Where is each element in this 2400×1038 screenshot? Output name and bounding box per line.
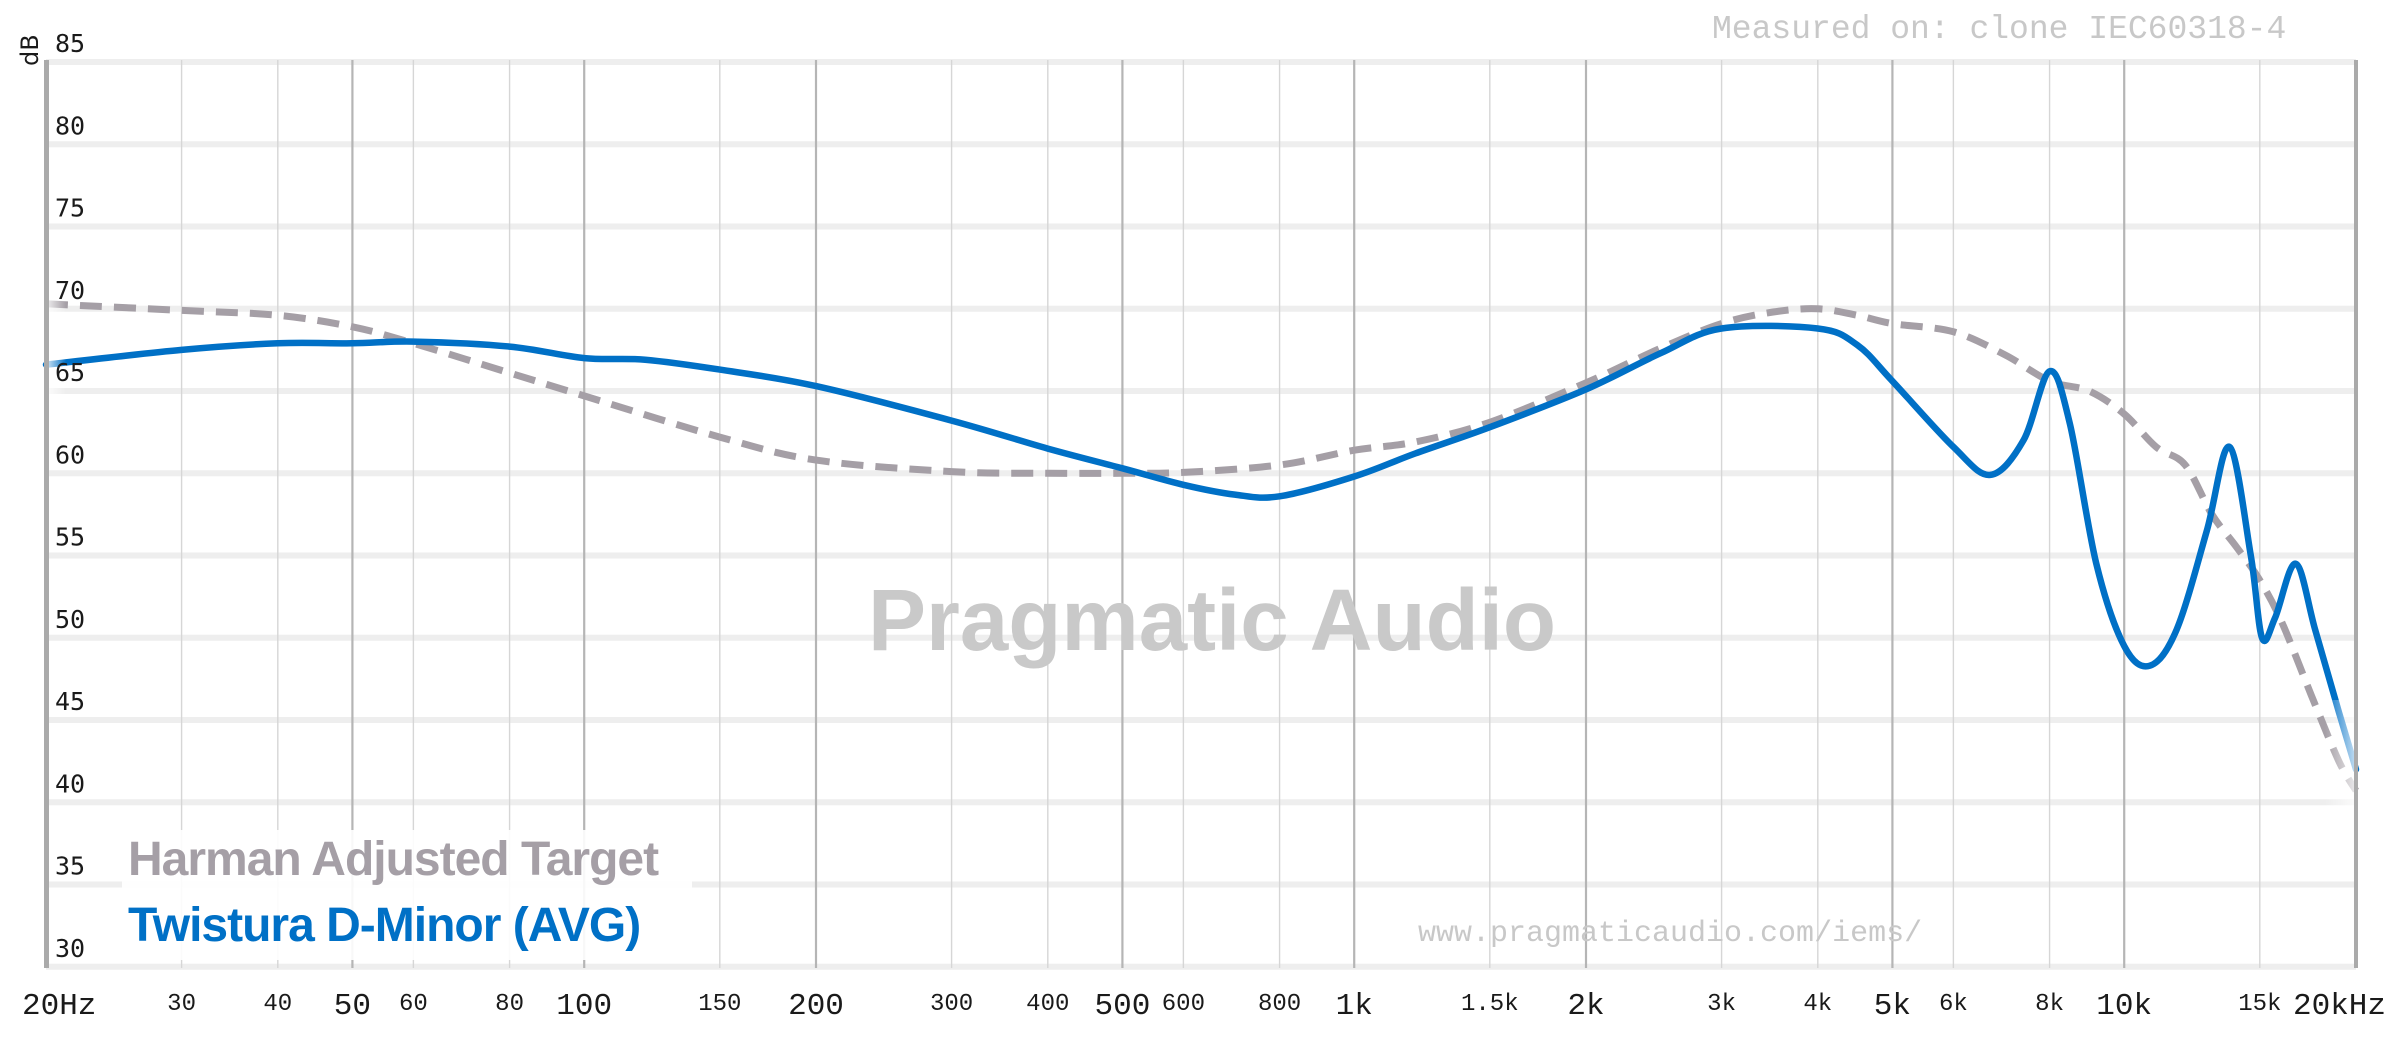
target-curve [45, 300, 2360, 793]
x-tick-label: 60 [399, 991, 428, 1018]
x-tick-label: 3k [1707, 991, 1736, 1018]
x-axis-ticks: 20Hz 30 40 50 60 80 100 150 200 300 400 500 600 800 1k… [22, 989, 2386, 1024]
y-tick-label: 65 [55, 358, 85, 387]
watermark-brand: Pragmatic Audio [868, 572, 1556, 669]
y-axis-unit-label: dB [16, 34, 44, 66]
x-tick-label: 10k [2096, 989, 2152, 1024]
gridline-h [46, 141, 2356, 148]
y-tick-label: 75 [55, 194, 85, 223]
x-tick-label: 80 [495, 991, 524, 1018]
y-axis-line [44, 60, 49, 968]
y-tick-label: 60 [55, 440, 85, 469]
x-tick-label: 50 [334, 989, 371, 1024]
x-tick-label: 150 [698, 991, 741, 1018]
x-tick-label: 40 [263, 991, 292, 1018]
legend-measurement-label: Twistura D-Minor (AVG) [128, 899, 640, 952]
x-tick-label: 20Hz [22, 989, 96, 1024]
vertical-gridlines [180, 60, 2261, 968]
y-tick-label: 85 [55, 29, 85, 58]
gridline-h [46, 552, 2356, 559]
x-tick-label: 6k [1939, 991, 1968, 1018]
x-tick-label: 400 [1026, 991, 1069, 1018]
y-tick-label: 50 [55, 605, 85, 634]
measured-on-label: Measured on: clone IEC60318-4 [1712, 11, 2286, 48]
gridline-h [46, 799, 2356, 806]
gridline-h [46, 634, 2356, 641]
right-axis-line [2354, 60, 2358, 968]
gridline-h [46, 963, 2356, 970]
y-tick-label: 35 [55, 852, 85, 881]
x-tick-label: 8k [2035, 991, 2064, 1018]
x-tick-label: 800 [1258, 991, 1301, 1018]
x-tick-label: 100 [556, 989, 612, 1024]
y-tick-label: 80 [55, 111, 85, 140]
measurement-curve [42, 322, 2360, 773]
left-edge-fade [46, 300, 66, 420]
x-tick-label: 1k [1336, 989, 1373, 1024]
y-tick-label: 70 [55, 276, 85, 305]
x-tick-label: 2k [1567, 989, 1604, 1024]
right-edge-fade [2325, 700, 2355, 820]
curves [42, 300, 2360, 793]
x-tick-label: 30 [167, 991, 196, 1018]
x-tick-label: 5k [1874, 989, 1911, 1024]
watermark-url: www.pragmaticaudio.com/iems/ [1418, 917, 1922, 951]
x-tick-label: 300 [930, 991, 973, 1018]
x-tick-label: 1.5k [1461, 991, 1519, 1018]
x-tick-label: 4k [1803, 991, 1832, 1018]
gridline-h [46, 881, 2356, 888]
gridline-h [46, 59, 2356, 65]
x-tick-label: 500 [1095, 989, 1151, 1024]
y-tick-label: 55 [55, 523, 85, 552]
gridline-h [46, 388, 2356, 394]
y-axis-ticks: 85 80 75 70 65 60 55 50 45 40 35 30 [55, 29, 85, 963]
gridline-h [46, 223, 2356, 230]
x-tick-label: 600 [1162, 991, 1205, 1018]
y-tick-label: 40 [55, 769, 85, 798]
gridline-h [46, 717, 2356, 723]
legend-target-label: Harman Adjusted Target [128, 833, 659, 886]
x-tick-label: 15k [2238, 991, 2281, 1018]
legend-backdrop [122, 830, 692, 960]
gridline-h [46, 305, 2356, 312]
y-tick-label: 45 [55, 687, 85, 716]
y-tick-label: 30 [55, 934, 85, 963]
x-tick-label: 20kHz [2293, 989, 2386, 1024]
x-tick-label: 200 [788, 989, 844, 1024]
